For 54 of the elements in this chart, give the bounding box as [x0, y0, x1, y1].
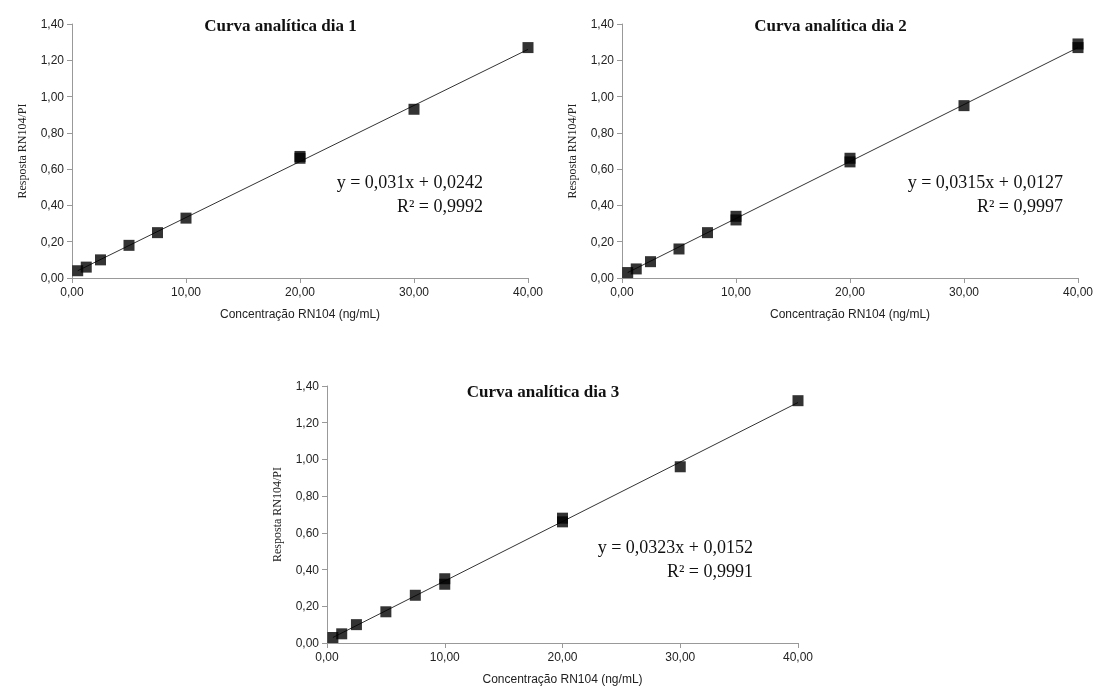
x-tick-label: 10,00	[720, 285, 752, 299]
y-tick-label: 1,20	[590, 53, 615, 68]
x-tick-label: 30,00	[665, 650, 696, 664]
y-tick-label: 0,60	[590, 162, 615, 177]
annotation: y = 0,031x + 0,0242	[336, 172, 483, 192]
x-tick-label: 40,00	[782, 650, 814, 664]
chart-title: Curva analítica dia 1	[204, 16, 357, 35]
x-axis-title: Concentração RN104 (ng/mL)	[219, 307, 381, 321]
x-tick-label: 20,00	[284, 285, 316, 299]
y-tick-label: 0,80	[295, 489, 320, 504]
y-axis-title: Resposta RN104/PI	[270, 466, 284, 563]
y-tick-label: 0,80	[590, 125, 615, 140]
chart-title: Curva analítica dia 2	[754, 16, 907, 35]
x-tick-label: 40,00	[512, 285, 544, 299]
x-tick-label: 40,00	[1062, 285, 1094, 299]
y-tick-label: 0,20	[295, 599, 320, 614]
y-tick-label: 1,20	[40, 53, 65, 68]
y-axis-title: Resposta RN104/PI	[565, 103, 579, 199]
y-tick-label: 0,40	[295, 562, 320, 577]
y-tick-label: 0,60	[40, 162, 65, 177]
y-tick-label: 1,00	[40, 89, 65, 104]
x-tick-label: 10,00	[429, 650, 461, 664]
y-axis-title: Resposta RN104/PI	[15, 103, 29, 199]
x-tick-label: 10,00	[170, 285, 202, 299]
y-tick-label: 1,00	[295, 452, 320, 467]
y-tick-label: 0,60	[295, 525, 320, 540]
x-axis-title: Concentração RN104 (ng/mL)	[482, 672, 643, 686]
chart-title: Curva analítica dia 3	[466, 382, 620, 401]
x-tick-label: 20,00	[834, 285, 866, 299]
y-tick-label: 1,40	[590, 17, 615, 31]
y-tick-label: 0,00	[295, 636, 320, 650]
y-tick-label: 0,20	[40, 234, 65, 249]
y-tick-label: 0,20	[590, 234, 615, 249]
y-tick-label: 0,40	[40, 198, 65, 213]
x-tick-label: 0,00	[610, 285, 634, 299]
y-tick-label: 1,20	[295, 415, 320, 430]
y-tick-label: 0,00	[590, 271, 615, 285]
annotation: R² = 0,9991	[666, 561, 753, 581]
annotation: y = 0,0315x + 0,0127	[907, 172, 1063, 192]
x-tick-label: 20,00	[547, 650, 578, 664]
x-tick-label: 0,00	[315, 650, 339, 664]
y-tick-label: 0,00	[40, 271, 65, 285]
x-tick-label: 30,00	[398, 285, 430, 299]
y-tick-label: 0,80	[40, 125, 65, 140]
y-tick-label: 0,40	[590, 198, 615, 213]
x-axis-title: Concentração RN104 (ng/mL)	[769, 307, 931, 321]
y-tick-label: 1,40	[295, 379, 320, 393]
annotation: y = 0,0323x + 0,0152	[597, 537, 753, 557]
y-tick-label: 1,40	[40, 17, 65, 31]
y-tick-label: 1,00	[590, 89, 615, 104]
x-tick-label: 30,00	[948, 285, 980, 299]
annotation: R² = 0,9992	[396, 196, 483, 216]
annotation: R² = 0,9997	[976, 196, 1063, 216]
x-tick-label: 0,00	[60, 285, 84, 299]
